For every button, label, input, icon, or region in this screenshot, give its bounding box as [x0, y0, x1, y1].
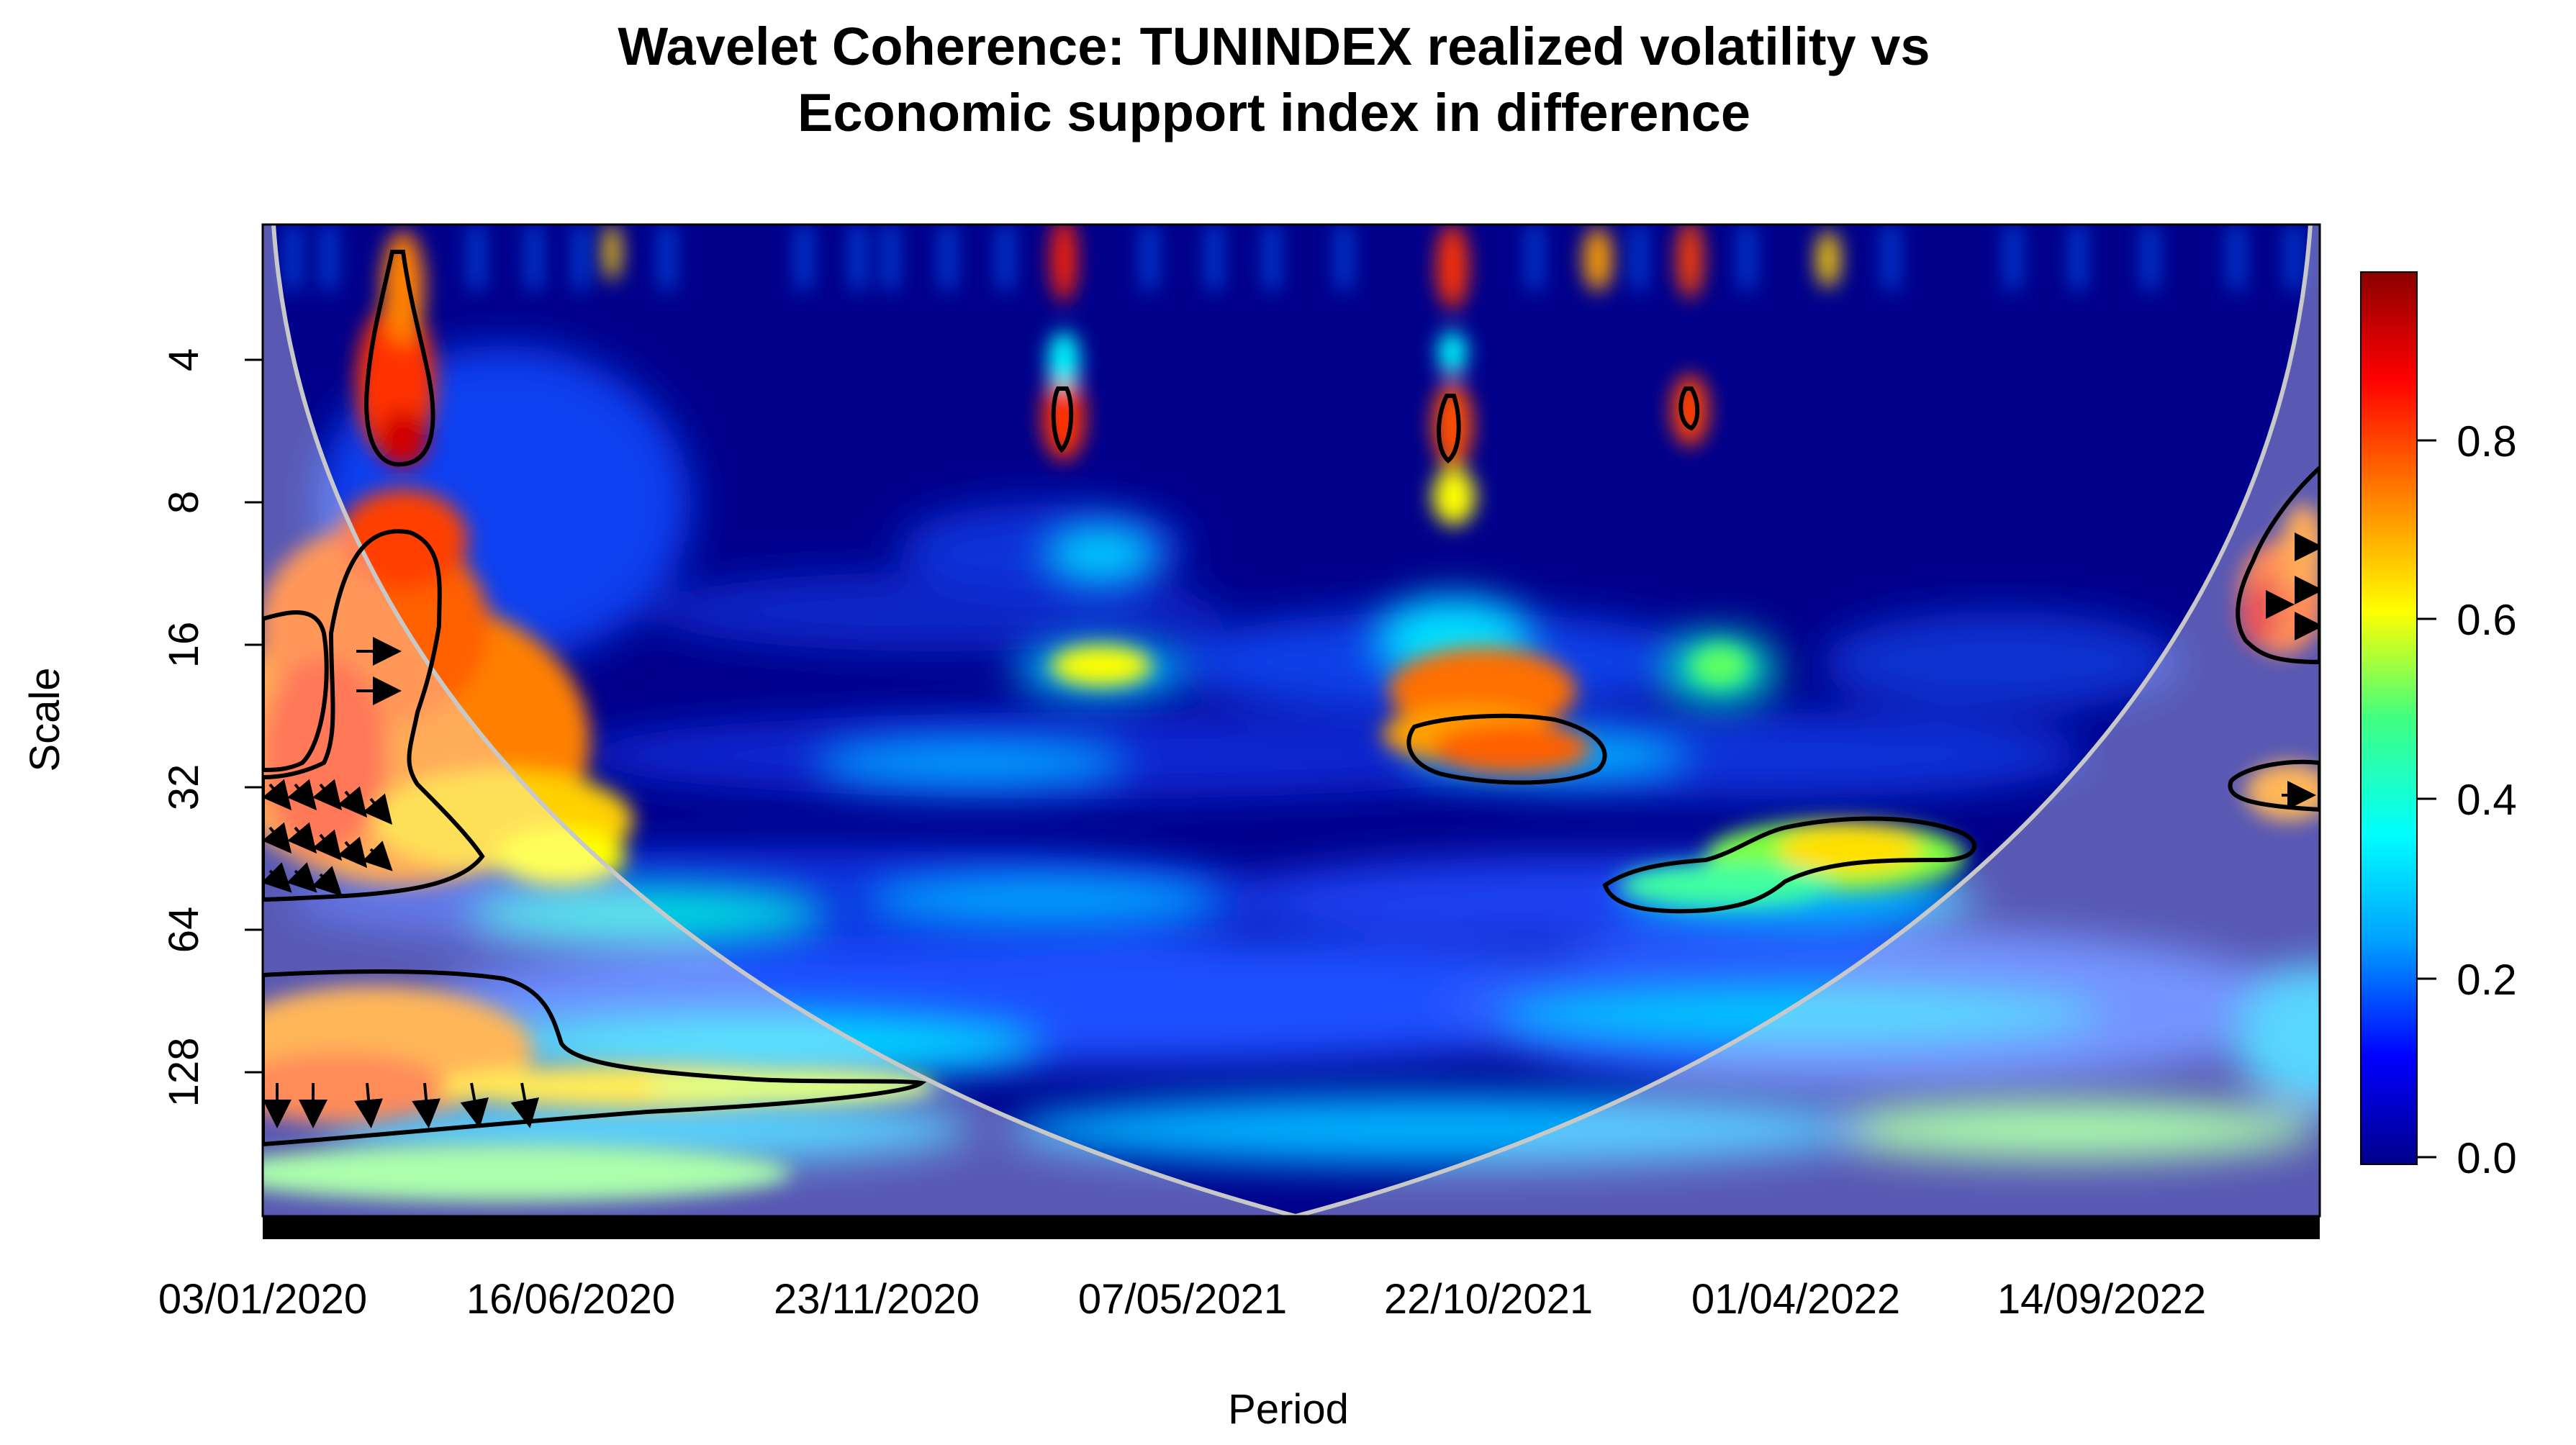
- x-tick-5: 22/10/2021: [1384, 1276, 1593, 1323]
- time-strip-bar: [263, 1216, 2320, 1239]
- colorbar-tick-0.2: 0.2: [2457, 956, 2516, 1004]
- y-tick-64: 64: [161, 907, 207, 953]
- x-axis-label: Period: [1228, 1386, 1349, 1433]
- y-tick-128: 128: [161, 1038, 207, 1107]
- x-tick-3: 23/11/2020: [774, 1276, 980, 1323]
- chart-title-line2: Economic support index in difference: [797, 83, 1750, 142]
- phase-arrows: [263, 533, 2320, 1128]
- cone-of-influence-shade: [263, 225, 1296, 1216]
- y-axis-label: Scale: [22, 667, 68, 771]
- colorbar-tick-0.8: 0.8: [2457, 417, 2516, 466]
- colorbar: 0.0 0.2 0.4 0.6 0.8: [2360, 271, 2517, 1182]
- cone-of-influence-shade-right: [1296, 225, 2320, 1216]
- y-tick-4: 4: [161, 348, 207, 371]
- chart-title-line1: Wavelet Coherence: TUNINDEX realized vol…: [618, 17, 1930, 76]
- colorbar-tick-0.0: 0.0: [2457, 1134, 2516, 1182]
- y-tick-16: 16: [161, 622, 207, 669]
- top-stripes: [288, 225, 2299, 289]
- cone-of-influence-line: [271, 225, 2313, 1216]
- colorbar-gradient: [2360, 271, 2418, 1165]
- colorbar-tick-0.4: 0.4: [2457, 776, 2516, 824]
- colorbar-tick-0.6: 0.6: [2457, 596, 2516, 644]
- significance-contours: [263, 250, 2320, 1147]
- x-tick-7: 14/09/2022: [1997, 1276, 2206, 1323]
- heatmap-plot: [263, 225, 2320, 1216]
- heatmap-field: [263, 225, 2320, 1202]
- x-tick-2: 16/06/2020: [466, 1276, 675, 1323]
- y-tick-8: 8: [161, 491, 207, 514]
- x-tick-4: 07/05/2021: [1078, 1276, 1287, 1323]
- x-axis: 03/01/2020 16/06/2020 23/11/2020 07/05/2…: [158, 1276, 2206, 1433]
- x-tick-1: 03/01/2020: [158, 1276, 367, 1323]
- y-tick-32: 32: [161, 764, 207, 811]
- y-axis: 4 8 16 32 64 128 Scale: [22, 348, 263, 1107]
- x-tick-6: 01/04/2022: [1691, 1276, 1900, 1323]
